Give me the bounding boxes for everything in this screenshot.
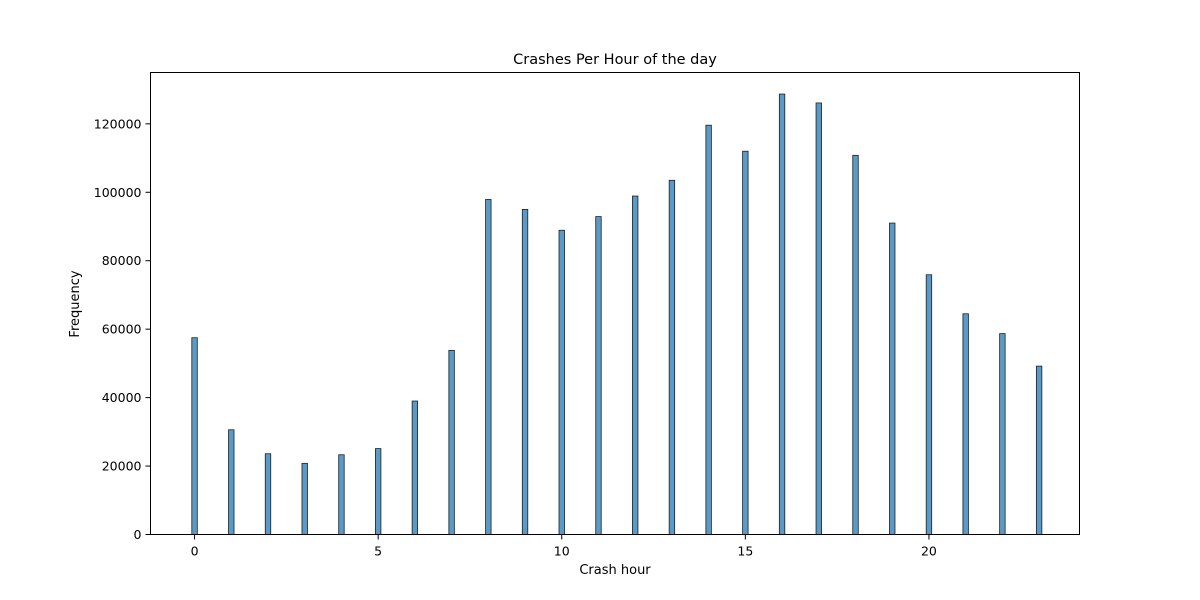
bar-hour-0 [191, 337, 198, 535]
bar-hour-19 [889, 222, 896, 535]
bar-hour-22 [999, 333, 1006, 535]
y-tick-label: 120000 [94, 116, 142, 131]
bar-hour-23 [1035, 365, 1043, 535]
bar-hour-20 [925, 274, 933, 535]
y-tick-label: 100000 [94, 185, 142, 200]
bar-hour-10 [558, 229, 565, 535]
bar-hour-15 [742, 150, 749, 535]
bar-hour-8 [485, 199, 492, 535]
bar-hour-21 [962, 313, 969, 535]
bar-hour-17 [815, 102, 822, 535]
plot-area-frame [150, 72, 1080, 535]
bar-hour-14 [705, 124, 712, 535]
bar-hour-9 [521, 208, 529, 535]
bar-hour-2 [264, 453, 272, 535]
x-tick-label: 20 [921, 544, 937, 559]
bar-hour-1 [228, 429, 235, 535]
bar-hour-16 [778, 93, 786, 535]
y-tick-label: 40000 [102, 390, 142, 405]
chart-title: Crashes Per Hour of the day [513, 52, 717, 68]
bar-hour-7 [448, 349, 455, 535]
y-tick-label: 60000 [102, 322, 142, 337]
x-axis-ticks: 0 5 10 15 20 [191, 534, 937, 559]
bar-hour-5 [375, 448, 382, 535]
bar-hour-3 [301, 462, 308, 535]
bar-hour-13 [668, 179, 676, 535]
y-tick-label: 0 [134, 527, 142, 542]
y-axis-label: Frequency [68, 270, 83, 337]
bars-group [191, 93, 1043, 535]
x-axis-label: Crash hour [579, 563, 651, 578]
x-tick-label: 5 [374, 544, 382, 559]
x-tick-label: 0 [191, 544, 199, 559]
bar-hour-6 [411, 400, 419, 535]
x-tick-label: 10 [554, 544, 570, 559]
bar-hour-4 [338, 454, 345, 535]
bar-hour-11 [595, 216, 602, 535]
y-axis-ticks: 0 20000 40000 60000 80000 100000 120000 [94, 116, 151, 542]
bar-hour-18 [852, 154, 859, 535]
x-tick-label: 15 [737, 544, 753, 559]
y-tick-label: 80000 [102, 253, 142, 268]
bar-hour-12 [632, 195, 639, 535]
y-tick-label: 20000 [102, 459, 142, 474]
